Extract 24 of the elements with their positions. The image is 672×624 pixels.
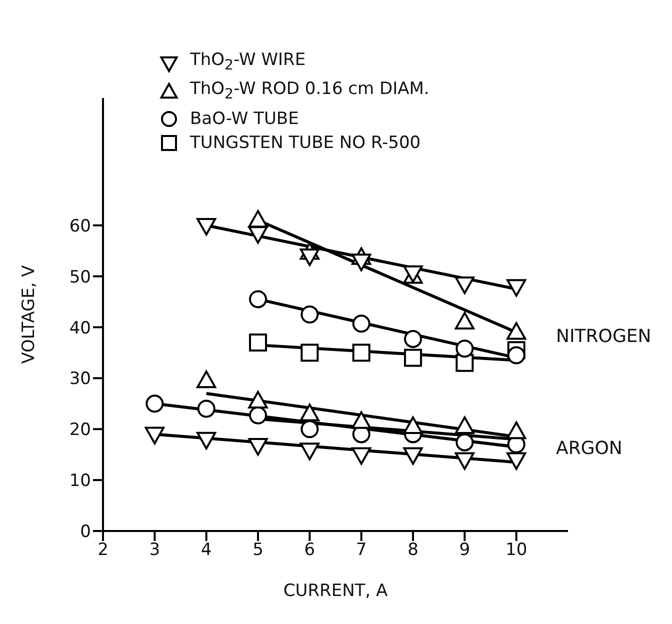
x-tick-label: 4 (200, 540, 212, 560)
y-tick-label: 30 (69, 369, 91, 390)
x-tick-label: 3 (149, 540, 160, 560)
x-tick-label: 8 (408, 540, 418, 560)
x-tick-label: 10 (506, 540, 528, 560)
legend-label: BaO-W TUBE (190, 108, 299, 131)
legend-label: ThO$_{2}$-W WIRE (190, 49, 306, 76)
y-tick-label: 20 (69, 420, 91, 440)
x-tick-label: 7 (356, 540, 367, 560)
x-tick-label: 9 (459, 540, 470, 560)
x-tick-label: 6 (304, 540, 316, 560)
y-tick-label: 0 (80, 522, 91, 542)
legend-label: ThO$_{2}$-W ROD 0.16 cm DIAM. (190, 78, 430, 105)
legend-label: TUNGSTEN TUBE NO R-500 (190, 132, 421, 155)
x-axis-title: CURRENT, A (283, 581, 388, 601)
y-axis-title: VOLTAGE, V (19, 264, 40, 364)
y-tick-label: 40 (69, 318, 91, 338)
x-tick-label: 5 (252, 540, 264, 560)
annotation: NITROGEN (556, 326, 652, 347)
y-tick-label: 60 (69, 216, 91, 236)
x-tick-label: 2 (98, 540, 108, 560)
y-tick-label: 50 (69, 267, 91, 288)
y-tick-label: 10 (69, 471, 91, 492)
annotation: ARGON (556, 438, 622, 459)
